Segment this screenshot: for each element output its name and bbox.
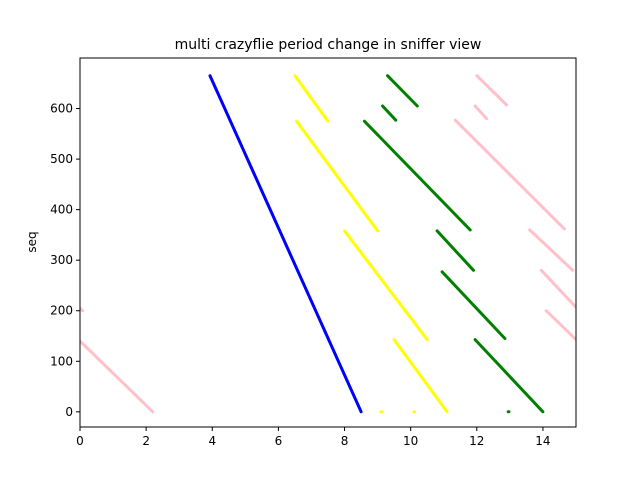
series-1-segment-2: [343, 229, 429, 342]
axes: 0 2 4 6 8 10 12 14 0 100 200 300 400 500 600: [50, 57, 577, 448]
y-tick-label: 400: [50, 203, 73, 217]
axes-frame: [79, 57, 577, 428]
series-2-segment-5: [473, 338, 545, 414]
x-tick-label: 2: [142, 434, 150, 448]
series-1-segment-0: [293, 74, 330, 123]
x-tick-label: 6: [275, 434, 283, 448]
series-1-segment-1: [295, 119, 380, 233]
series-2-segment-2: [362, 119, 472, 232]
y-tick-label: 0: [65, 405, 73, 419]
series-2-segment-4: [440, 270, 507, 340]
series-3-segment-0: [80, 339, 155, 414]
x-tick-label: 8: [341, 434, 349, 448]
y-tick-label: 500: [50, 152, 73, 166]
series-0-segment-0: [208, 74, 363, 414]
plot-area: [80, 74, 576, 414]
series-2-segment-0: [386, 74, 419, 108]
series-3-segment-7: [544, 309, 576, 342]
y-tick-label: 100: [50, 354, 73, 368]
series-3-segment-6: [539, 268, 576, 309]
x-tick-label: 0: [76, 434, 84, 448]
x-tick-label: 10: [403, 434, 418, 448]
y-tick-label: 300: [50, 253, 73, 267]
chart-title: multi crazyflie period change in sniffer…: [175, 37, 482, 53]
series-1-segment-3: [392, 338, 449, 414]
x-tick-label: 14: [535, 434, 550, 448]
series-3-segment-5: [528, 228, 575, 272]
series-2-segment-3: [435, 229, 475, 272]
series-2-segment-1: [381, 104, 398, 122]
x-tick-label: 12: [469, 434, 484, 448]
y-tick-label: 200: [50, 304, 73, 318]
y-axis-label: seq: [25, 231, 39, 252]
series-3-segment-4: [453, 118, 566, 231]
series-3-segment-2: [475, 74, 509, 107]
series-3-segment-3: [473, 104, 489, 121]
x-tick-label: 4: [208, 434, 216, 448]
y-tick-label: 600: [50, 102, 73, 116]
